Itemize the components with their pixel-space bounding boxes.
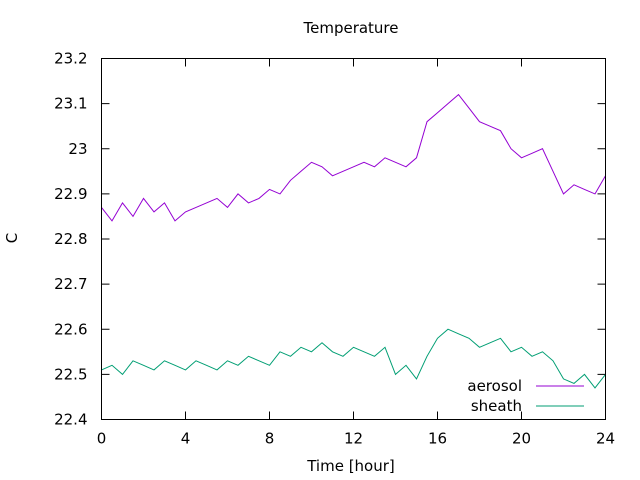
y-tick-label: 22.5 bbox=[54, 365, 87, 383]
y-tick-label: 22.8 bbox=[54, 230, 87, 248]
x-tick-label: 12 bbox=[344, 430, 363, 448]
legend-label-aerosol: aerosol bbox=[467, 377, 522, 395]
x-tick-label: 8 bbox=[265, 430, 275, 448]
x-tick-label: 20 bbox=[512, 430, 531, 448]
y-tick-label: 22.4 bbox=[54, 411, 87, 429]
x-axis-label: Time [hour] bbox=[306, 457, 395, 475]
y-axis-label: C bbox=[3, 233, 21, 243]
legend: aerosol sheath bbox=[467, 377, 584, 415]
series-layer bbox=[101, 93, 606, 389]
x-tick-label: 0 bbox=[97, 430, 107, 448]
series-line-sheath bbox=[101, 328, 606, 389]
series-line-aerosol bbox=[101, 93, 606, 222]
y-tick-label: 22.7 bbox=[54, 275, 87, 293]
y-tick-label: 23 bbox=[68, 140, 87, 158]
plot-frame bbox=[101, 58, 606, 420]
chart-title: Temperature bbox=[302, 19, 398, 37]
y-tick-label: 22.9 bbox=[54, 185, 87, 203]
y-tick-label: 23.1 bbox=[54, 95, 87, 113]
x-tick-label: 24 bbox=[596, 430, 615, 448]
legend-label-sheath: sheath bbox=[471, 397, 522, 415]
y-tick-label: 23.2 bbox=[54, 50, 87, 68]
y-tick-label: 22.6 bbox=[54, 320, 87, 338]
x-tick-label: 16 bbox=[428, 430, 447, 448]
x-tick-label: 4 bbox=[181, 430, 191, 448]
